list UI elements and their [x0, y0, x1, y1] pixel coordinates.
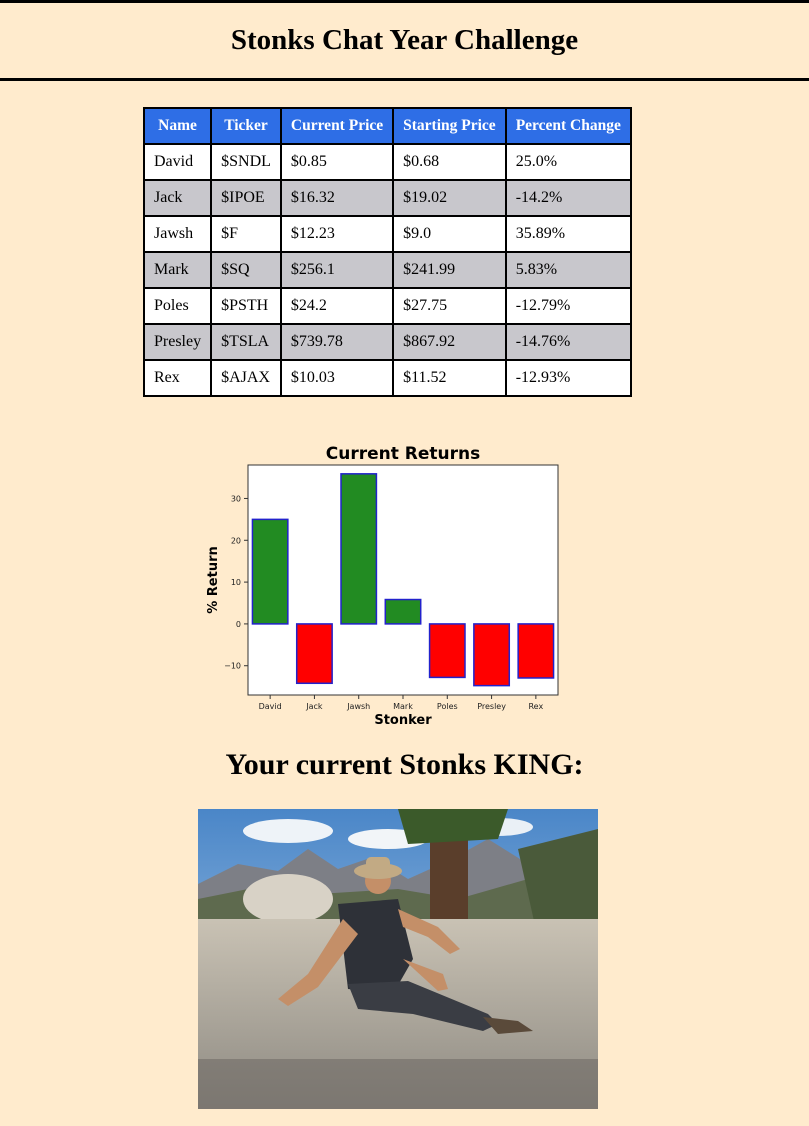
- table-cell: -12.93%: [504, 359, 632, 397]
- table-cell: 5.83%: [504, 251, 632, 289]
- chart-bar: [295, 623, 333, 685]
- page-header: Stonks Chat Year Challenge: [0, 0, 809, 81]
- table-cell: 25.0%: [504, 143, 632, 181]
- chart-bar: [340, 473, 378, 625]
- table-cell: Presley: [142, 323, 213, 361]
- table-cell: $9.0: [392, 215, 507, 253]
- table-cell: $24.2: [279, 287, 395, 325]
- x-tick-label: Rex: [528, 702, 543, 711]
- table-cell: $10.03: [279, 359, 395, 397]
- table-row: Presley $TSLA $739.78 $867.92 -14.76%: [142, 323, 632, 361]
- table-cell: Rex: [142, 359, 213, 397]
- column-header: Name: [142, 107, 213, 145]
- king-heading: Your current Stonks KING:: [225, 748, 584, 781]
- table-cell: $F: [210, 215, 282, 253]
- table-cell: $0.68: [392, 143, 507, 181]
- chart-plot-area: [247, 464, 559, 696]
- chart-ylabel: % Return: [206, 546, 221, 614]
- table-cell: Jawsh: [142, 215, 213, 253]
- x-tick-label: Presley: [477, 702, 506, 711]
- stonks-king-photo: [198, 809, 598, 1109]
- table-row: Rex $AJAX $10.03 $11.52 -12.93%: [142, 359, 632, 397]
- table-cell: $12.23: [279, 215, 395, 253]
- table-cell: $11.52: [392, 359, 507, 397]
- table-cell: -14.2%: [504, 179, 632, 217]
- table-cell: $SQ: [210, 251, 282, 289]
- table-row: Jawsh $F $12.23 $9.0 35.89%: [142, 215, 632, 253]
- x-tick-label: Jack: [305, 702, 323, 711]
- table-cell: Poles: [142, 287, 213, 325]
- table-cell: $16.32: [279, 179, 395, 217]
- table-cell: $241.99: [392, 251, 507, 289]
- column-header: Current Price: [279, 107, 395, 145]
- column-header: Percent Change: [504, 107, 632, 145]
- y-tick-label: 30: [231, 494, 241, 503]
- y-tick-label: 10: [231, 578, 241, 587]
- table-cell: $IPOE: [210, 179, 282, 217]
- y-tick-label: −10: [224, 662, 241, 671]
- y-tick-label: 0: [236, 620, 241, 629]
- table-row: Poles $PSTH $24.2 $27.75 -12.79%: [142, 287, 632, 325]
- table-cell: 35.89%: [504, 215, 632, 253]
- column-header: Ticker: [210, 107, 282, 145]
- x-tick-label: Jawsh: [346, 702, 370, 711]
- table-row: Mark $SQ $256.1 $241.99 5.83%: [142, 251, 632, 289]
- chart-bar: [473, 623, 511, 687]
- table-cell: Jack: [142, 179, 213, 217]
- chart-bar: [384, 598, 422, 625]
- x-tick-label: David: [259, 702, 282, 711]
- table-cell: -12.79%: [504, 287, 632, 325]
- table-cell: $19.02: [392, 179, 507, 217]
- table-row: David $SNDL $0.85 $0.68 25.0%: [142, 143, 632, 181]
- x-tick-label: Mark: [393, 702, 413, 711]
- table-cell: $27.75: [392, 287, 507, 325]
- table-cell: David: [142, 143, 213, 181]
- table-cell: $PSTH: [210, 287, 282, 325]
- table-row: Jack $IPOE $16.32 $19.02 -14.2%: [142, 179, 632, 217]
- table-cell: $SNDL: [210, 143, 282, 181]
- table-cell: Mark: [142, 251, 213, 289]
- x-tick-label: Poles: [437, 702, 458, 711]
- table-cell: $TSLA: [210, 323, 282, 361]
- chart-title: Current Returns: [326, 444, 480, 464]
- table-cell: $867.92: [392, 323, 507, 361]
- returns-chart: Current Returns −10 0 10 20 30 David Jack Jaws…: [195, 438, 565, 732]
- table-cell: $0.85: [279, 143, 395, 181]
- table-cell: $256.1: [279, 251, 395, 289]
- chart-xlabel: Stonker: [374, 713, 432, 728]
- chart-bar: [517, 623, 555, 679]
- chart-bar: [251, 518, 289, 625]
- table-cell: $AJAX: [210, 359, 282, 397]
- table-cell: -14.76%: [504, 323, 632, 361]
- returns-chart-svg: Current Returns −10 0 10 20 30 David Jack Jaws…: [206, 444, 559, 728]
- chart-bar: [428, 623, 466, 679]
- column-header: Starting Price: [392, 107, 507, 145]
- table-header-row: Name Ticker Current Price Starting Price Per…: [142, 107, 632, 145]
- table-cell: $739.78: [279, 323, 395, 361]
- stonks-table: Name Ticker Current Price Starting Price Per…: [142, 107, 632, 397]
- page-title: Stonks Chat Year Challenge: [230, 24, 579, 56]
- y-tick-label: 20: [231, 536, 241, 545]
